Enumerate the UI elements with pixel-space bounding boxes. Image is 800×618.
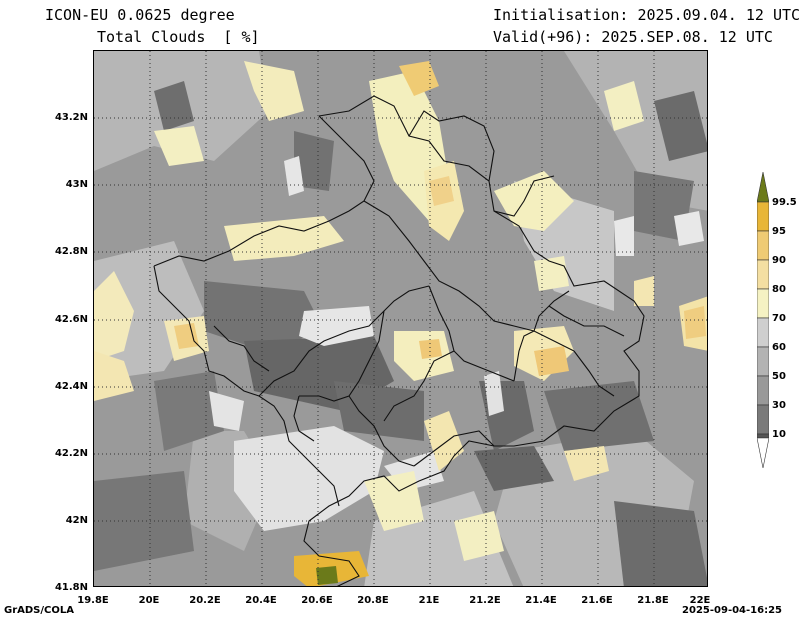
model-title: ICON-EU 0.0625 degree xyxy=(45,6,235,24)
lon-label: 21.6E xyxy=(581,595,613,606)
valid-time: Valid(+96): 2025.SEP.08. 12 UTC xyxy=(493,28,773,46)
colorbar-label: 50 xyxy=(772,371,786,382)
colorbar-label: 10 xyxy=(772,429,786,440)
lon-label: 21.4E xyxy=(525,595,557,606)
parameter-title: Total Clouds [ %] xyxy=(97,28,260,46)
lon-label: 21.2E xyxy=(469,595,501,606)
lat-label: 41.8N xyxy=(54,582,88,593)
cloud-cover-map xyxy=(93,50,708,587)
graticule xyxy=(94,51,707,586)
colorbar-top-triangle xyxy=(757,172,769,203)
lon-label: 20.2E xyxy=(189,595,221,606)
map-canvas xyxy=(94,51,707,586)
lon-label: 20E xyxy=(138,595,160,606)
lat-label: 42N xyxy=(65,515,88,526)
lat-label: 42.2N xyxy=(54,448,88,459)
colorbar-label: 95 xyxy=(772,226,786,237)
colorbar-step xyxy=(757,433,769,439)
colorbar-step xyxy=(757,375,769,406)
colorbar-bottom-triangle xyxy=(757,437,769,468)
lon-label: 20.4E xyxy=(245,595,277,606)
lat-label: 42.6N xyxy=(54,314,88,325)
render-timestamp: 2025-09-04-16:25 xyxy=(682,605,782,616)
lon-label: 20.8E xyxy=(357,595,389,606)
lon-label: 21E xyxy=(418,595,440,606)
colorbar-step xyxy=(757,288,769,319)
lon-label: 22E xyxy=(689,595,711,606)
software-credit: GrADS/COLA xyxy=(4,605,74,616)
lon-label: 19.8E xyxy=(77,595,109,606)
lon-label: 20.6E xyxy=(301,595,333,606)
colorbar-step xyxy=(757,201,769,232)
cloud-field-orange xyxy=(174,61,706,586)
colorbar-label: 60 xyxy=(772,342,786,353)
lon-label: 21.8E xyxy=(637,595,669,606)
lat-label: 42.4N xyxy=(54,381,88,392)
colorbar-step xyxy=(757,404,769,435)
colorbar-label: 80 xyxy=(772,284,786,295)
initialisation-time: Initialisation: 2025.09.04. 12 UTC xyxy=(493,6,800,24)
boundaries xyxy=(153,95,645,586)
colorbar-step xyxy=(757,346,769,377)
lat-label: 42.8N xyxy=(54,246,88,257)
colorbar-step xyxy=(757,230,769,261)
cloud-field-max xyxy=(316,566,338,585)
colorbar-label: 90 xyxy=(772,255,786,266)
colorbar-step xyxy=(757,317,769,348)
colorbar-step xyxy=(757,259,769,290)
lat-label: 43.2N xyxy=(54,112,88,123)
colorbar-label: 30 xyxy=(772,400,786,411)
cloud-field-dark xyxy=(94,81,707,586)
colorbar-label: 99.5 xyxy=(772,197,797,208)
colorbar xyxy=(757,172,769,468)
colorbar-label: 70 xyxy=(772,313,786,324)
lat-label: 43N xyxy=(65,179,88,190)
